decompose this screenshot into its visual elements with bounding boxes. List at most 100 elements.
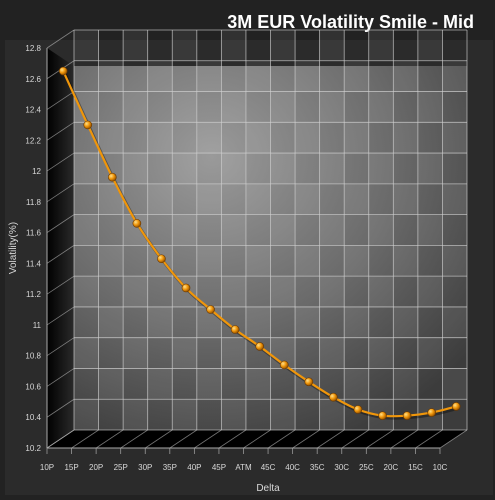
wall-band bbox=[147, 122, 173, 154]
y-tick-label: 10.6 bbox=[25, 382, 41, 391]
wall-band bbox=[123, 276, 148, 307]
y-tick-label: 10.4 bbox=[25, 413, 41, 422]
x-tick-label: 40C bbox=[285, 463, 300, 472]
grid-line-h bbox=[46, 398, 75, 418]
x-tick-label: 35C bbox=[310, 463, 325, 472]
wall-band bbox=[344, 122, 369, 154]
x-tick-label: 15C bbox=[408, 463, 423, 472]
wall-band bbox=[221, 337, 246, 369]
data-point-10P[interactable] bbox=[58, 66, 68, 76]
data-point-15P[interactable] bbox=[83, 120, 93, 130]
grid-line-h bbox=[46, 245, 75, 264]
wall-band bbox=[221, 276, 246, 307]
wall-band bbox=[417, 91, 443, 123]
y-tick-label: 11.8 bbox=[26, 198, 42, 207]
data-point-25C[interactable] bbox=[378, 411, 387, 420]
wall-band bbox=[344, 245, 369, 277]
wall-band bbox=[74, 276, 99, 307]
grid-line-h bbox=[46, 152, 75, 172]
wall-band bbox=[123, 399, 148, 430]
wall-band bbox=[295, 245, 320, 277]
series-volatility bbox=[58, 66, 461, 420]
wall-band bbox=[74, 337, 99, 369]
x-tick-label: 30C bbox=[334, 463, 349, 472]
grid-line-h bbox=[46, 337, 75, 357]
wall-band bbox=[147, 306, 173, 338]
wall-band bbox=[221, 214, 246, 246]
data-point-20P[interactable] bbox=[108, 172, 117, 182]
grid-lines bbox=[46, 29, 468, 454]
data-point-35P[interactable] bbox=[181, 283, 191, 293]
data-point-35C[interactable] bbox=[329, 392, 338, 402]
wall-band bbox=[319, 276, 345, 307]
wall-band bbox=[147, 368, 173, 400]
grid-line-v bbox=[267, 429, 296, 449]
wall-band bbox=[393, 368, 418, 400]
x-axis-label: Delta bbox=[256, 483, 280, 494]
wall-band bbox=[270, 91, 296, 123]
grid-line-v bbox=[341, 429, 369, 449]
grid-line-v bbox=[194, 429, 222, 449]
x-tick-label: 45C bbox=[261, 463, 276, 472]
wall-band bbox=[295, 306, 320, 338]
wall-band bbox=[270, 30, 296, 61]
grid-line-v bbox=[145, 429, 173, 449]
data-point-45C[interactable] bbox=[279, 360, 289, 370]
x-tick-label: 30P bbox=[138, 463, 152, 472]
wall-band bbox=[442, 122, 467, 154]
wall-band bbox=[172, 214, 197, 246]
wall-band bbox=[74, 214, 99, 246]
wall-band bbox=[417, 214, 443, 246]
data-point-30C[interactable] bbox=[353, 405, 363, 414]
grid-line-h bbox=[46, 183, 75, 203]
wall-band bbox=[393, 183, 418, 215]
x-tick-labels: 10P 15P 20P 25P 30P 35P 40P 45P ATM 45C 40C 35C 30C 2… bbox=[40, 463, 448, 472]
grid-line-v bbox=[120, 429, 148, 449]
data-point-10C[interactable] bbox=[451, 402, 461, 411]
x-tick-label: 35P bbox=[163, 463, 177, 472]
grid-line-h bbox=[46, 214, 75, 233]
wall-band bbox=[319, 30, 345, 61]
wall-band bbox=[319, 214, 345, 246]
chart-title: 3M EUR Volatility Smile - Mid bbox=[227, 12, 474, 32]
wall-band bbox=[393, 60, 418, 92]
wall-band bbox=[319, 399, 345, 430]
wall-band bbox=[270, 153, 296, 184]
data-point-40C[interactable] bbox=[304, 377, 314, 387]
wall-band bbox=[295, 183, 320, 215]
grid-line-v bbox=[46, 429, 75, 449]
x-tick-label: 15P bbox=[64, 463, 78, 472]
wall-band bbox=[295, 122, 320, 154]
x-tick-label: 20C bbox=[384, 463, 399, 472]
data-point-20C[interactable] bbox=[402, 411, 412, 420]
data-point-15C[interactable] bbox=[427, 408, 436, 417]
data-point-30P[interactable] bbox=[157, 254, 166, 264]
x-tick-label: 20P bbox=[89, 463, 103, 472]
grid-line-h bbox=[46, 275, 75, 295]
y-axis-label: Volatility(%) bbox=[8, 222, 19, 274]
grid-line-v bbox=[292, 429, 320, 449]
x-tick-label: 40P bbox=[187, 463, 201, 472]
wall-band bbox=[344, 306, 369, 338]
wall-band bbox=[393, 245, 418, 277]
wall-band bbox=[270, 399, 296, 430]
grid-line-v bbox=[71, 429, 99, 449]
data-point-25P[interactable] bbox=[132, 219, 142, 228]
grid-line-h bbox=[46, 306, 75, 326]
y-tick-label: 12.8 bbox=[25, 44, 41, 53]
data-point-45P[interactable] bbox=[230, 325, 240, 334]
wall-band bbox=[417, 30, 443, 61]
wall-band bbox=[417, 337, 443, 369]
y-tick-label: 11.4 bbox=[26, 259, 42, 268]
wall-band bbox=[442, 245, 467, 277]
data-point-40P[interactable] bbox=[206, 305, 215, 314]
wall-band bbox=[74, 399, 99, 430]
x-tick-label: 25P bbox=[114, 463, 128, 472]
grid-line-v bbox=[95, 429, 124, 449]
data-point-ATM[interactable] bbox=[255, 342, 265, 351]
wall-band bbox=[74, 91, 99, 123]
wall-band bbox=[245, 122, 271, 154]
wall-band bbox=[344, 60, 369, 92]
wall-band bbox=[196, 245, 222, 277]
